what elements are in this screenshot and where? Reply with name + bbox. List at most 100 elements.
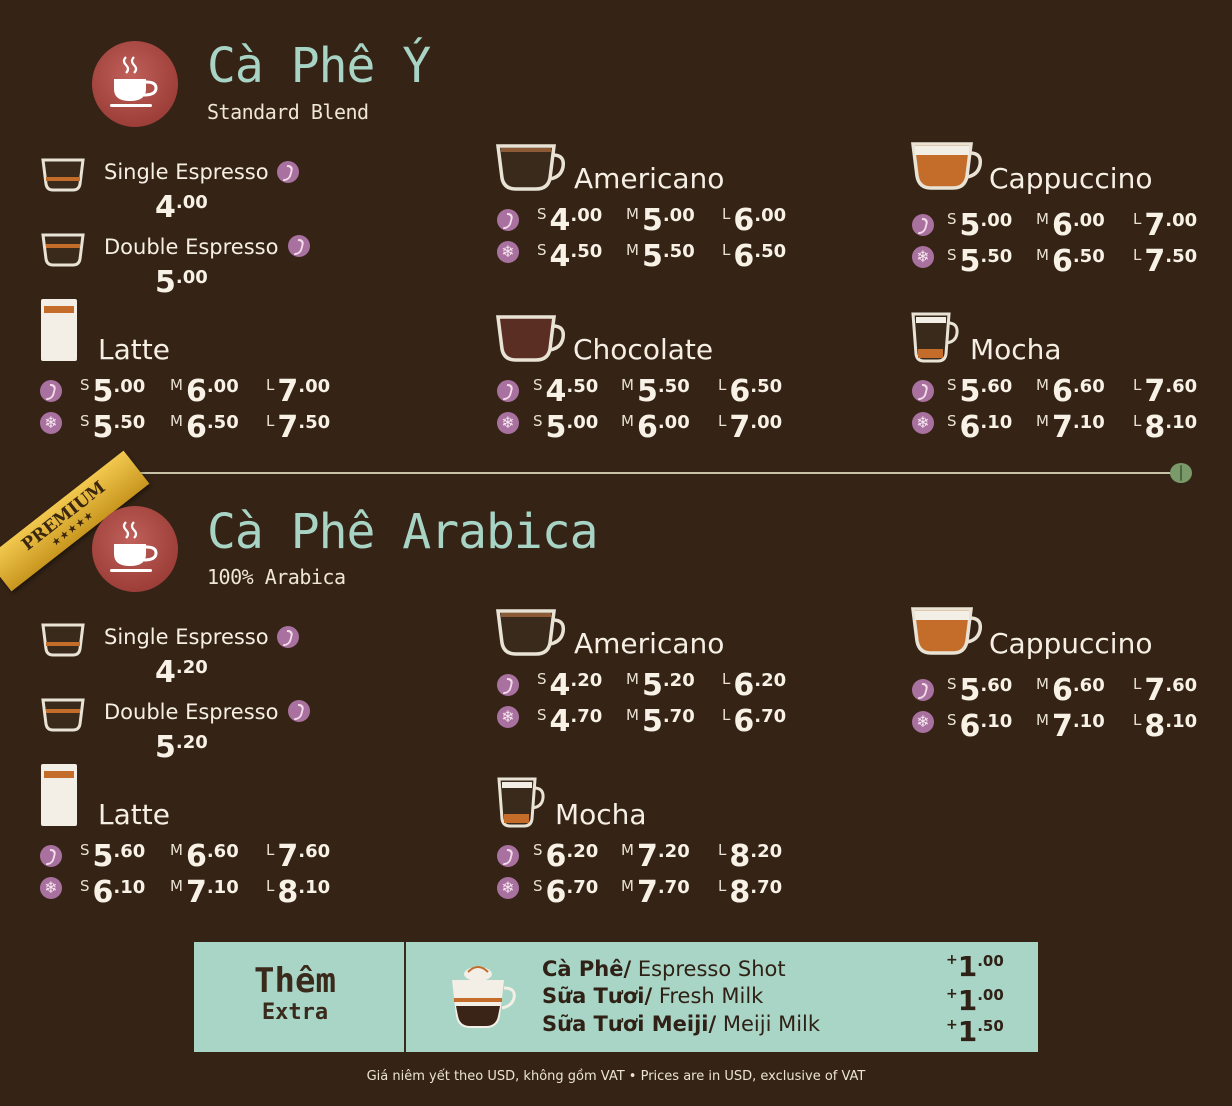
price-iced-m: M 6.50	[1036, 244, 1105, 279]
price-hot-m: M 6.60	[170, 839, 239, 874]
price-iced-s: S 5.00	[533, 410, 599, 445]
coffee-logo-icon	[92, 506, 178, 592]
latte-name: Latte	[98, 798, 170, 831]
hot-icon	[497, 209, 519, 231]
price-hot-m: M 6.60	[1036, 374, 1105, 409]
mocha-glass-icon	[911, 312, 959, 363]
price-hot-m: M 6.00	[1036, 208, 1105, 243]
iced-icon: ❄	[497, 706, 519, 728]
price-iced-s: S 4.50	[537, 239, 603, 274]
hot-icon	[277, 161, 299, 183]
chocolate-name: Chocolate	[573, 333, 714, 366]
iced-icon: ❄	[912, 412, 934, 434]
section-divider	[120, 472, 1176, 474]
price-hot-s: S 5.60	[947, 374, 1013, 409]
price-iced-s: S 5.50	[947, 244, 1013, 279]
hot-icon	[497, 380, 519, 402]
section-subtitle: Standard Blend	[207, 100, 369, 124]
latte-name: Latte	[98, 333, 170, 366]
price-iced-l: L 7.50	[1133, 244, 1198, 279]
hot-icon	[912, 380, 934, 402]
coffee-logo-icon	[92, 41, 178, 127]
price-hot-s: S 4.50	[533, 374, 599, 409]
price-iced-m: M 7.10	[170, 875, 239, 910]
section-title: Cà Phê Arabica	[207, 504, 599, 560]
double-espresso-price: 5.20	[155, 730, 208, 765]
price-iced-l: L 8.10	[1133, 410, 1198, 445]
price-hot-l: L 6.00	[722, 203, 787, 238]
layered-coffee-icon	[452, 966, 516, 1028]
price-iced-l: L 8.10	[1133, 709, 1198, 744]
mocha-glass-icon	[497, 777, 545, 828]
price-hot-s: S 5.60	[947, 673, 1013, 708]
hot-icon	[277, 626, 299, 648]
single-espresso-name: Single Espresso	[104, 160, 269, 184]
extra-price: +1.50	[946, 1015, 1004, 1048]
price-iced-m: M 7.10	[1036, 410, 1105, 445]
price-iced-m: M 5.70	[626, 704, 695, 739]
price-iced-l: L 8.10	[266, 875, 331, 910]
extra-price: +1.00	[946, 950, 1004, 983]
hot-icon	[40, 380, 62, 402]
price-hot-m: M 5.50	[621, 374, 690, 409]
extra-price: +1.00	[946, 984, 1004, 1017]
price-iced-l: L 8.70	[718, 875, 783, 910]
price-hot-m: M 5.20	[626, 668, 695, 703]
hot-icon	[912, 679, 934, 701]
price-hot-s: S 6.20	[533, 839, 599, 874]
price-iced-m: M 5.50	[626, 239, 695, 274]
price-hot-l: L 6.50	[718, 374, 783, 409]
price-hot-m: M 6.60	[1036, 673, 1105, 708]
espresso-cup-icon	[41, 158, 85, 192]
cappuccino-cup-icon	[911, 607, 983, 655]
price-hot-m: M 7.20	[621, 839, 690, 874]
iced-icon: ❄	[40, 877, 62, 899]
extra-item: Cà Phê/ Espresso Shot	[542, 957, 786, 981]
hot-icon	[288, 235, 310, 257]
mocha-name: Mocha	[970, 333, 1062, 366]
extra-item: Sữa Tươi/ Fresh Milk	[542, 984, 764, 1008]
cappuccino-name: Cappuccino	[989, 162, 1153, 195]
americano-cup-icon	[496, 609, 566, 656]
price-hot-s: S 5.00	[80, 374, 146, 409]
footer-note: Giá niêm yết theo USD, không gồm VAT • P…	[366, 1069, 866, 1084]
iced-icon: ❄	[497, 412, 519, 434]
price-iced-s: S 6.70	[533, 875, 599, 910]
double-espresso-name: Double Espresso	[104, 700, 279, 724]
latte-glass-icon	[41, 299, 77, 361]
single-espresso-name: Single Espresso	[104, 625, 269, 649]
price-hot-s: S 4.20	[537, 668, 603, 703]
price-hot-l: L 7.00	[266, 374, 331, 409]
price-hot-l: L 7.60	[266, 839, 331, 874]
extra-title: Thêm Extra	[254, 961, 336, 1025]
extra-panel	[194, 942, 1038, 1052]
espresso-cup-icon	[41, 698, 85, 732]
iced-icon: ❄	[497, 877, 519, 899]
price-iced-l: L 6.50	[722, 239, 787, 274]
iced-icon: ❄	[497, 241, 519, 263]
price-iced-s: S 6.10	[947, 410, 1013, 445]
iced-icon: ❄	[912, 711, 934, 733]
price-iced-m: M 6.50	[170, 410, 239, 445]
price-iced-s: S 4.70	[537, 704, 603, 739]
price-hot-m: M 6.00	[170, 374, 239, 409]
price-hot-s: S 5.60	[80, 839, 146, 874]
hot-icon	[912, 214, 934, 236]
price-hot-l: L 7.60	[1133, 374, 1198, 409]
price-iced-m: M 7.70	[621, 875, 690, 910]
coffee-bean-icon	[1170, 463, 1192, 483]
price-hot-s: S 4.00	[537, 203, 603, 238]
section-subtitle: 100% Arabica	[207, 565, 346, 589]
price-iced-m: M 7.10	[1036, 709, 1105, 744]
hot-icon	[288, 700, 310, 722]
extra-divider	[404, 942, 406, 1052]
iced-icon: ❄	[912, 246, 934, 268]
price-iced-s: S 5.50	[80, 410, 146, 445]
double-espresso-price: 5.00	[155, 265, 208, 300]
cappuccino-name: Cappuccino	[989, 627, 1153, 660]
hot-icon	[40, 845, 62, 867]
hot-icon	[497, 845, 519, 867]
price-iced-l: L 7.50	[266, 410, 331, 445]
americano-name: Americano	[574, 162, 725, 195]
price-iced-s: S 6.10	[947, 709, 1013, 744]
